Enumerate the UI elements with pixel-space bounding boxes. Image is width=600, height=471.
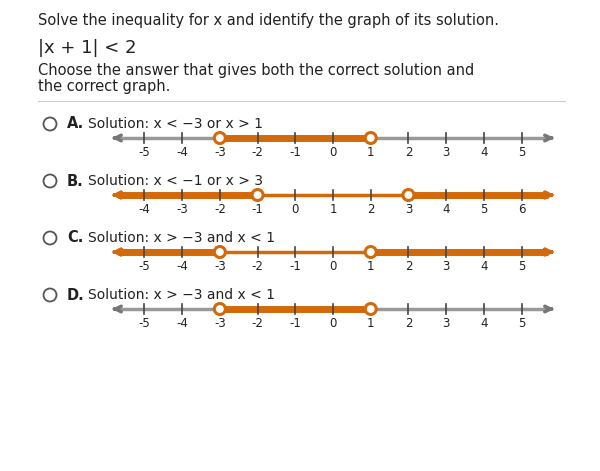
Text: 1: 1 [367, 146, 374, 159]
Text: 0: 0 [329, 146, 337, 159]
Text: -2: -2 [251, 260, 263, 273]
Text: Solution: x < −1 or x > 3: Solution: x < −1 or x > 3 [88, 174, 263, 188]
Text: -4: -4 [176, 317, 188, 330]
Text: Solution: x < −3 or x > 1: Solution: x < −3 or x > 1 [88, 117, 263, 131]
Text: Solution: x > −3 and x < 1: Solution: x > −3 and x < 1 [88, 288, 275, 302]
Circle shape [365, 246, 376, 258]
Text: A.: A. [67, 116, 84, 131]
Text: |x + 1| < 2: |x + 1| < 2 [38, 39, 137, 57]
Text: 5: 5 [518, 260, 525, 273]
Text: 4: 4 [480, 260, 488, 273]
Text: 1: 1 [329, 203, 337, 216]
Circle shape [365, 132, 376, 144]
Circle shape [365, 303, 376, 315]
Text: C.: C. [67, 230, 83, 245]
Circle shape [214, 303, 226, 315]
Text: B.: B. [67, 173, 84, 188]
Text: -3: -3 [214, 317, 226, 330]
Circle shape [403, 189, 414, 201]
Circle shape [252, 189, 263, 201]
Text: the correct graph.: the correct graph. [38, 79, 170, 94]
Text: 0: 0 [329, 317, 337, 330]
Text: 5: 5 [518, 146, 525, 159]
Text: 0: 0 [292, 203, 299, 216]
Text: 2: 2 [367, 203, 374, 216]
Text: 6: 6 [518, 203, 526, 216]
Text: D.: D. [67, 287, 85, 302]
Text: 0: 0 [329, 260, 337, 273]
Circle shape [44, 117, 56, 130]
Text: -5: -5 [139, 260, 150, 273]
Text: -4: -4 [176, 146, 188, 159]
Text: -2: -2 [214, 203, 226, 216]
Text: -4: -4 [176, 260, 188, 273]
Text: 4: 4 [480, 146, 488, 159]
Text: -5: -5 [139, 317, 150, 330]
Text: 3: 3 [405, 203, 412, 216]
Text: Choose the answer that gives both the correct solution and: Choose the answer that gives both the co… [38, 63, 474, 78]
Text: 1: 1 [367, 260, 374, 273]
Text: -5: -5 [139, 146, 150, 159]
Text: Solve the inequality for x and identify the graph of its solution.: Solve the inequality for x and identify … [38, 13, 499, 28]
Text: -3: -3 [176, 203, 188, 216]
Text: -2: -2 [251, 317, 263, 330]
Text: 4: 4 [480, 317, 488, 330]
Text: 4: 4 [442, 203, 450, 216]
Text: -1: -1 [251, 203, 263, 216]
Circle shape [44, 232, 56, 244]
Circle shape [44, 174, 56, 187]
Text: -1: -1 [289, 317, 301, 330]
Text: 3: 3 [442, 317, 450, 330]
Text: -2: -2 [251, 146, 263, 159]
Text: 2: 2 [404, 146, 412, 159]
Circle shape [44, 289, 56, 301]
Text: -4: -4 [139, 203, 151, 216]
Text: 2: 2 [404, 317, 412, 330]
Text: -1: -1 [289, 146, 301, 159]
Text: -3: -3 [214, 260, 226, 273]
Text: Solution: x > −3 and x < 1: Solution: x > −3 and x < 1 [88, 231, 275, 245]
Text: 5: 5 [480, 203, 488, 216]
Text: 2: 2 [404, 260, 412, 273]
Text: 5: 5 [518, 317, 525, 330]
Circle shape [214, 132, 226, 144]
Text: 1: 1 [367, 317, 374, 330]
Text: 3: 3 [442, 146, 450, 159]
Text: 3: 3 [442, 260, 450, 273]
Text: -1: -1 [289, 260, 301, 273]
Circle shape [214, 246, 226, 258]
Text: -3: -3 [214, 146, 226, 159]
